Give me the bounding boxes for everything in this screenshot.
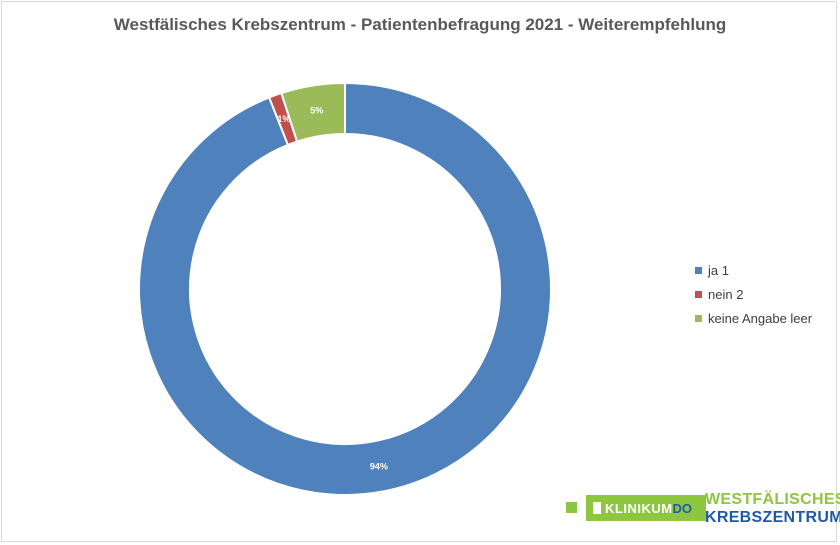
logo-line-westfaelisches: WESTFÄLISCHES — [705, 491, 840, 508]
legend-item-keine-angabe: keine Angabe leer — [695, 306, 812, 330]
chart-title: Westfälisches Krebszentrum - Patientenbe… — [113, 15, 727, 34]
legend-swatch-nein — [695, 290, 702, 298]
legend-item-ja: ja 1 — [695, 258, 812, 282]
legend-swatch-ja — [695, 266, 702, 274]
donut-data-label-1: 1% — [277, 114, 290, 124]
legend-item-nein: nein 2 — [695, 282, 812, 306]
donut-slice-0 — [138, 81, 552, 496]
legend-swatch-keine-angabe — [695, 314, 702, 322]
legend-label-ja: ja 1 — [708, 262, 729, 278]
klinikum-logo: KLINIKUM DO WESTFÄLISCHES KREBSZENTRUM — [566, 490, 840, 530]
klinikum-text: KLINIKUM — [605, 500, 673, 516]
donut-data-label-2: 5% — [310, 106, 323, 116]
klinikum-mark-icon — [593, 502, 601, 514]
logo-square-icon — [566, 502, 577, 513]
donut-slice-2 — [280, 81, 346, 143]
klinikum-do-text: DO — [672, 500, 693, 516]
klinikum-do-badge: KLINIKUM DO — [586, 495, 706, 521]
logo-line-krebszentrum: KREBSZENTRUM — [705, 509, 840, 526]
legend-label-nein: nein 2 — [708, 286, 744, 302]
donut-data-label-0: 94% — [370, 461, 388, 471]
legend-label-keine-angabe: keine Angabe leer — [708, 310, 813, 326]
chart-legend: ja 1 nein 2 keine Angabe leer — [695, 258, 812, 330]
